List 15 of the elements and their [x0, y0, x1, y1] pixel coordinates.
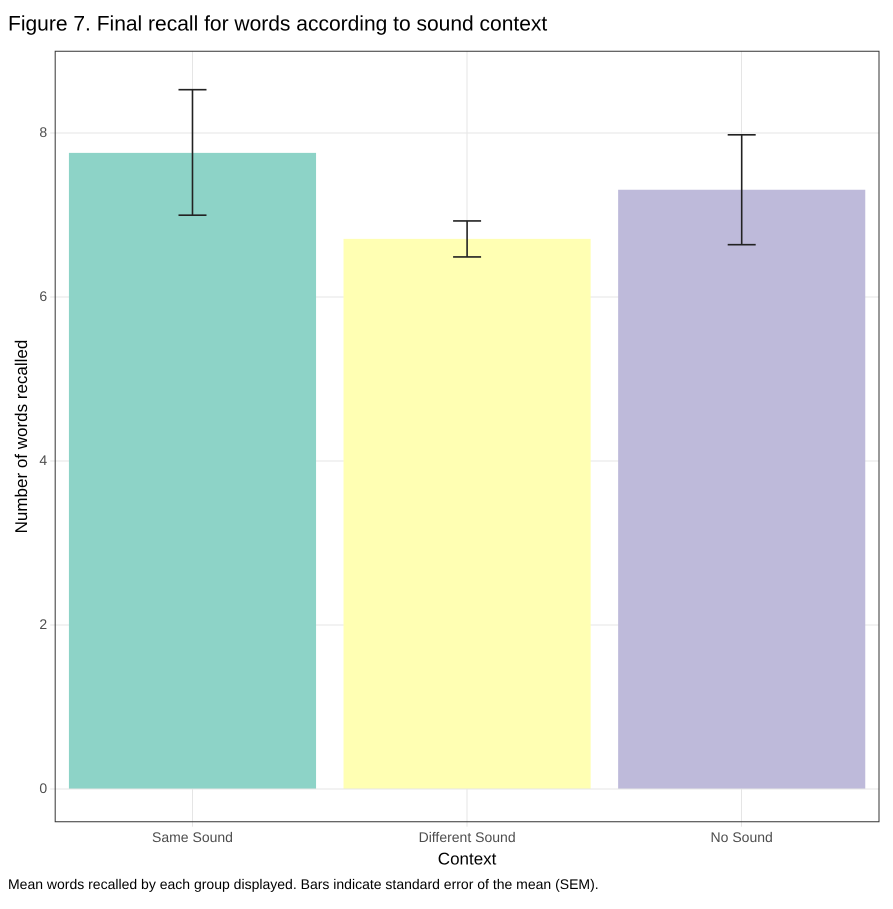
x-tick-label: No Sound	[710, 829, 773, 846]
y-tick-label: 6	[39, 288, 48, 304]
chart-title: Figure 7. Final recall for words according to sound context	[8, 12, 548, 36]
x-axis-title: Context	[438, 849, 497, 868]
y-tick-label: 0	[39, 780, 48, 796]
y-axis-title: Number of words recalled	[12, 340, 31, 534]
bar	[618, 190, 866, 789]
x-tick-label: Different Sound	[418, 829, 516, 846]
text: Mean words recalled by each group displayed. Bars indicate standard error of the mean (SEM).	[8, 876, 600, 892]
bar	[68, 152, 316, 789]
x-tick-label: Same Sound	[152, 829, 233, 846]
y-tick-label: 8	[39, 124, 48, 140]
bar	[344, 238, 591, 789]
y-tick-label: 2	[39, 616, 48, 632]
y-tick-label: 4	[39, 452, 48, 468]
